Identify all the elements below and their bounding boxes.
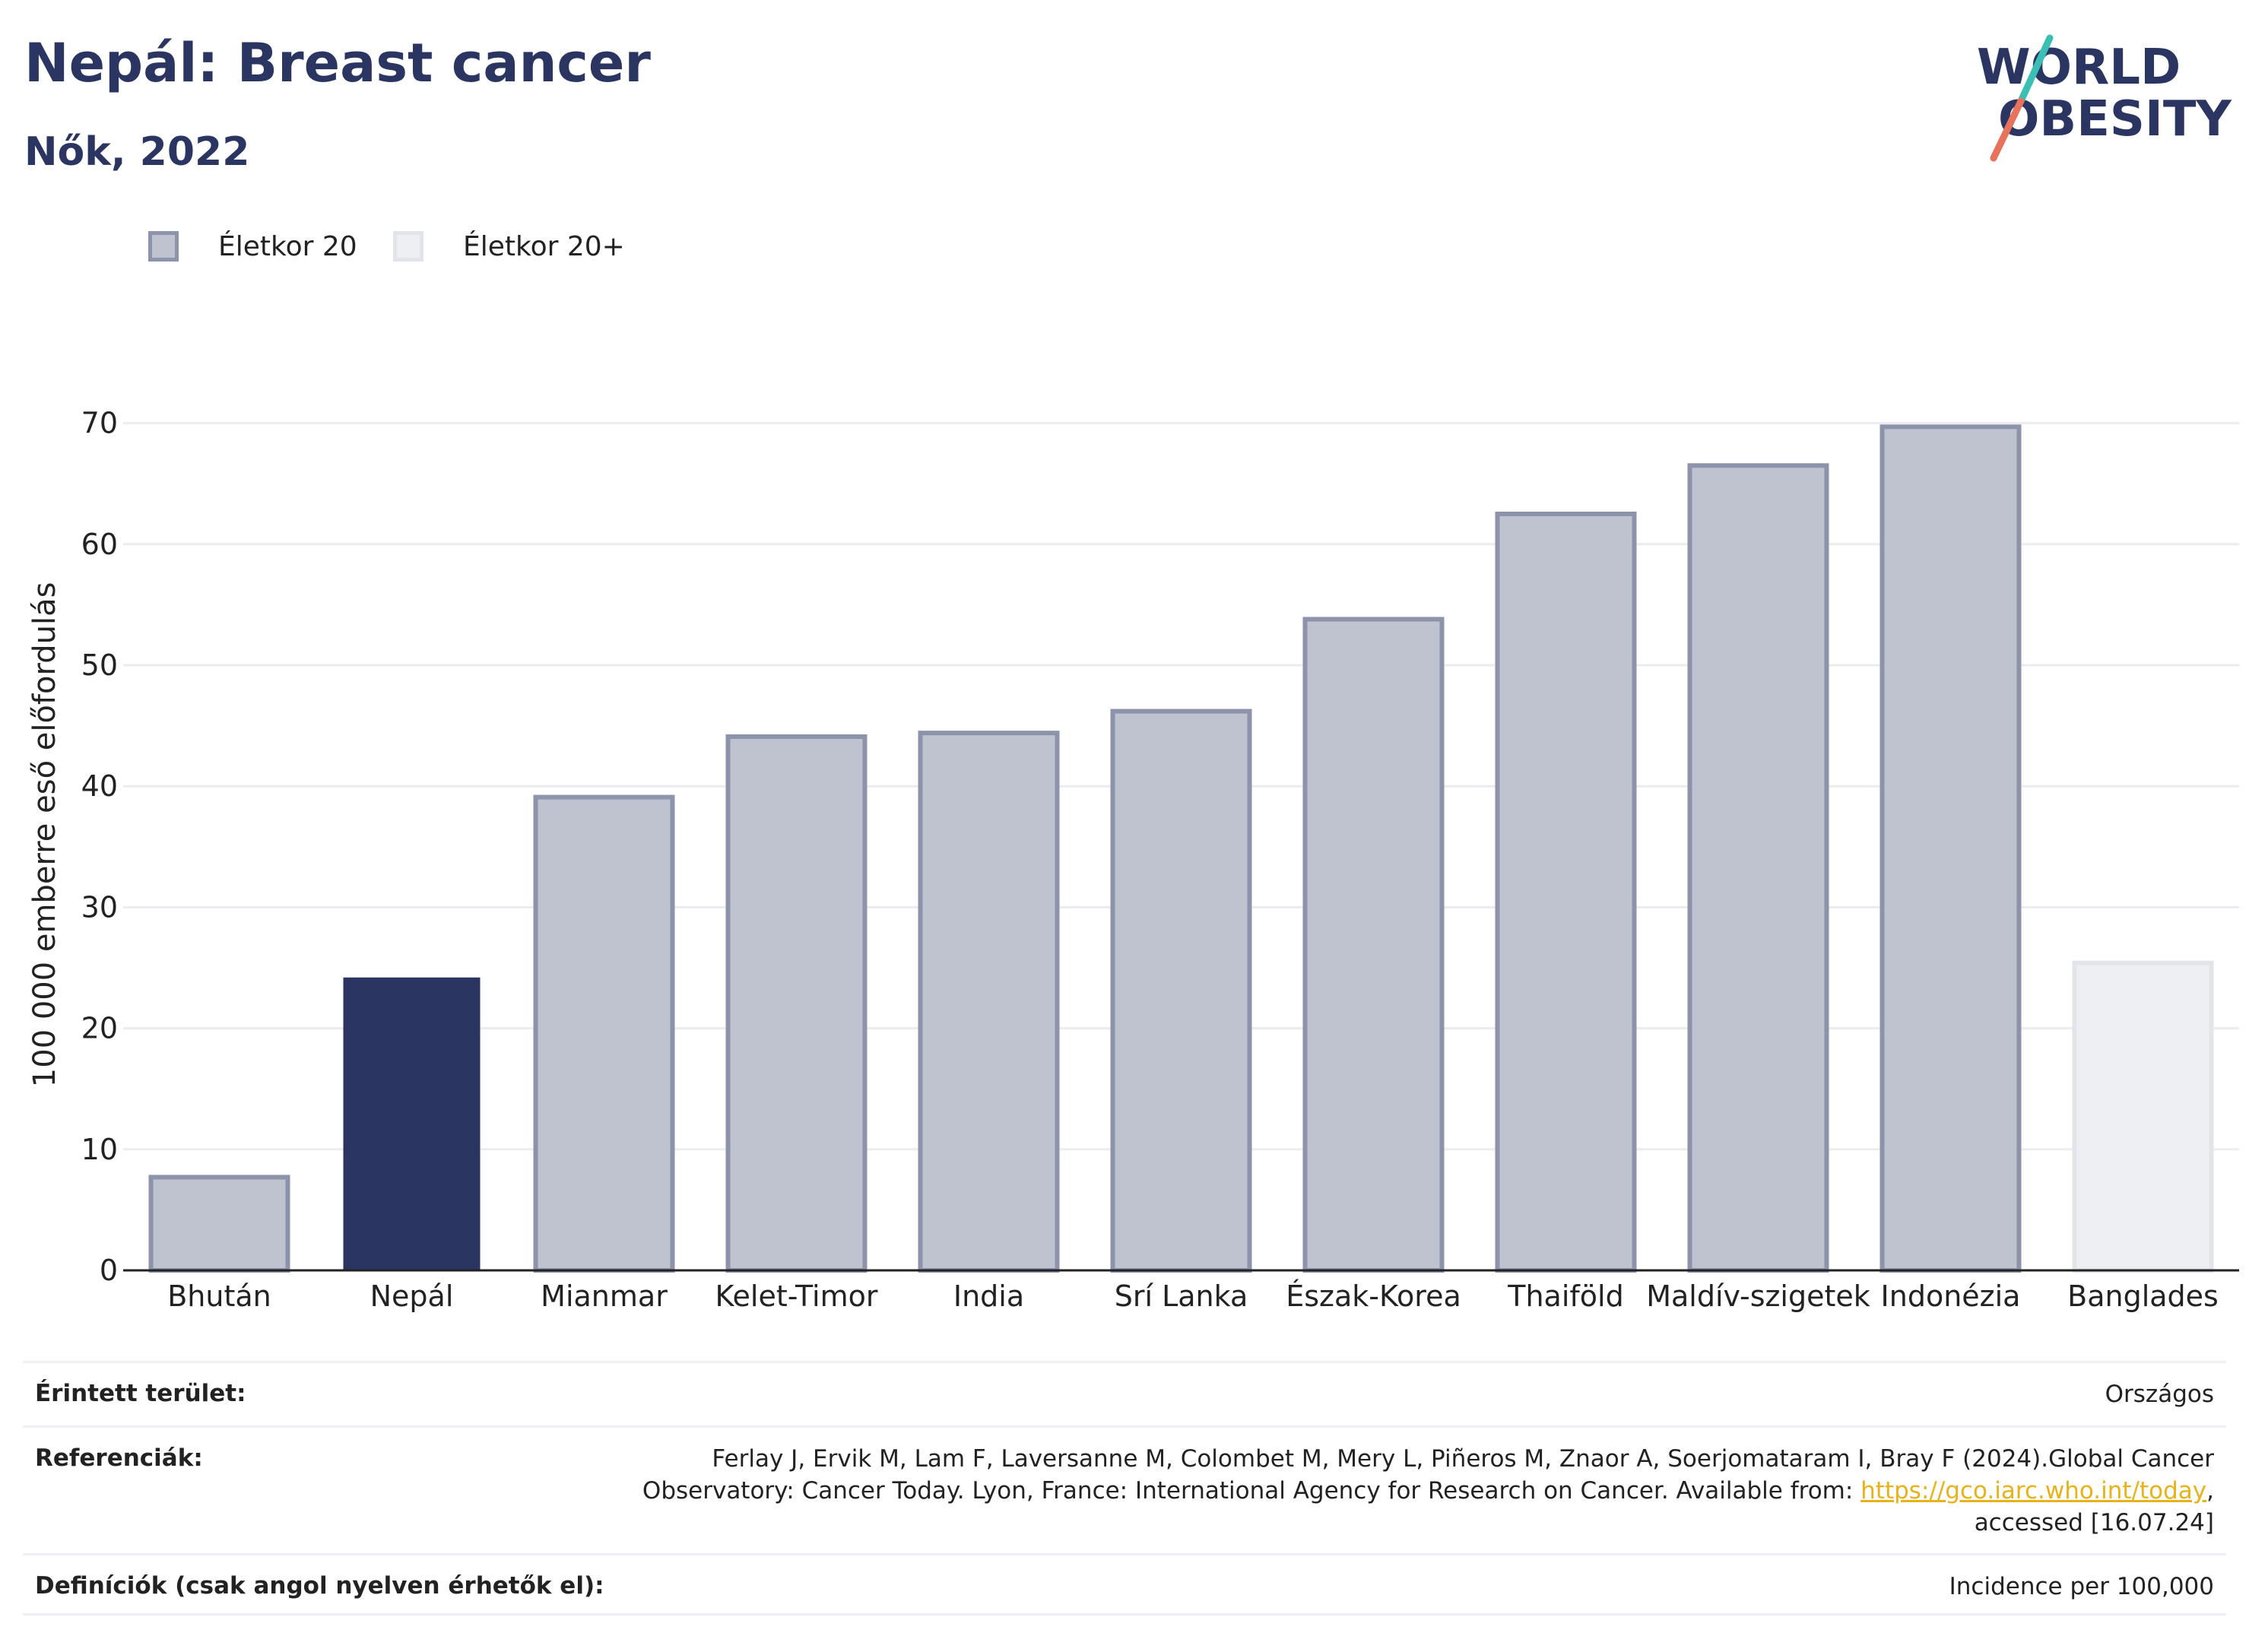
references-line2-text: Observatory: Cancer Today. Lyon, France:… [642, 1477, 1861, 1505]
definitions-value: Incidence per 100,000 [1949, 1573, 2214, 1600]
x-tick-label: Bhután [167, 1279, 271, 1313]
legend-label-age20plus: Életkor 20+ [463, 230, 625, 262]
legend-swatch-age20plus [393, 231, 423, 262]
info-row-references: Referenciák: Ferlay J, Ervik M, Lam F, L… [23, 1425, 2226, 1553]
definitions-label: Definíciók (csak angol nyelven érhetők e… [35, 1572, 604, 1600]
area-label: Érintett terület: [35, 1380, 246, 1407]
bar-chart: 0 10 20 30 40 50 60 70 Bhután Nepál Mianmar Kelet-T… [27, 407, 2239, 1313]
legend-swatch-age20 [148, 231, 179, 262]
bar-kelet-timor[interactable] [725, 734, 868, 1273]
y-tick-label: 50 [81, 648, 118, 682]
info-row-definitions: Definíciók (csak angol nyelven érhetők e… [23, 1553, 2226, 1616]
references-label: Referenciák: [35, 1444, 203, 1472]
logo-word-world: WORLD [1977, 40, 2181, 96]
bar-indon-zia[interactable] [1879, 424, 2022, 1273]
y-tick-label: 10 [81, 1133, 118, 1166]
bar-sr-lanka[interactable] [1110, 709, 1252, 1273]
bars [148, 424, 2214, 1273]
x-tick-label: India [953, 1279, 1024, 1313]
page-subtitle: Nők, 2022 [24, 129, 250, 175]
info-table: Érintett terület: Országos Referenciák: … [23, 1361, 2226, 1616]
references-line1: Ferlay J, Ervik M, Lam F, Laversanne M, … [712, 1445, 2214, 1473]
y-axis-label: 100 000 emberre eső előfordulás [27, 582, 62, 1088]
page-title: Nepál: Breast cancer [24, 32, 651, 94]
axes: 0 10 20 30 40 50 60 70 Bhután Nepál Mianmar Kelet-T… [81, 407, 2239, 1313]
bar-bhut-n[interactable] [148, 1175, 290, 1273]
bar-india[interactable] [918, 731, 1060, 1273]
bar--szak-korea[interactable] [1302, 617, 1445, 1273]
y-tick-label: 70 [81, 407, 118, 440]
x-tick-label: Mianmar [541, 1279, 668, 1313]
legend-item-age20[interactable]: Életkor 20 [148, 225, 357, 268]
x-tick-label: Nepál [370, 1279, 454, 1313]
x-tick-label: Maldív-szigetek [1646, 1279, 1870, 1313]
x-tick-label: Srí Lanka [1115, 1279, 1248, 1313]
world-obesity-logo: WORLD OBESITY [1977, 34, 2232, 162]
legend-item-age20plus[interactable]: Életkor 20+ [393, 225, 625, 268]
x-tick-label: Észak-Korea [1286, 1279, 1461, 1313]
y-tick-label: 20 [81, 1012, 118, 1045]
logo-slash-teal [2017, 34, 2054, 105]
y-tick-label: 30 [81, 890, 118, 924]
references-line2-end: , [2206, 1477, 2214, 1505]
x-tick-label: Thaiföld [1507, 1279, 1623, 1313]
references-line2: Observatory: Cancer Today. Lyon, France:… [642, 1475, 2214, 1507]
legend-label-age20: Életkor 20 [218, 230, 357, 262]
x-tick-label: Indonézia [1881, 1279, 2021, 1313]
x-tick-label: Kelet-Timor [715, 1279, 878, 1313]
logo-word-obesity: OBESITY [1998, 91, 2232, 147]
bar-banglades[interactable] [2072, 960, 2214, 1273]
bar-mald-v-szigetek[interactable] [1687, 463, 1829, 1273]
y-tick-label: 40 [81, 769, 118, 803]
references-link[interactable]: https://gco.iarc.who.int/today [1860, 1477, 2207, 1505]
y-tick-label: 60 [81, 528, 118, 561]
y-tick-label: 0 [100, 1254, 118, 1287]
references-value: Ferlay J, Ervik M, Lam F, Laversanne M, … [642, 1443, 2214, 1539]
bar-thaif-ld[interactable] [1495, 512, 1637, 1273]
logo-slash-coral [1990, 97, 2025, 162]
references-line3: accessed [16.07.24] [1974, 1509, 2214, 1536]
bar-mianmar[interactable] [533, 794, 675, 1273]
x-tick-label: Banglades [2067, 1279, 2219, 1313]
info-row-area: Érintett terület: Országos [23, 1361, 2226, 1425]
area-value: Országos [2105, 1381, 2214, 1408]
bar-nep-l[interactable] [343, 977, 481, 1270]
